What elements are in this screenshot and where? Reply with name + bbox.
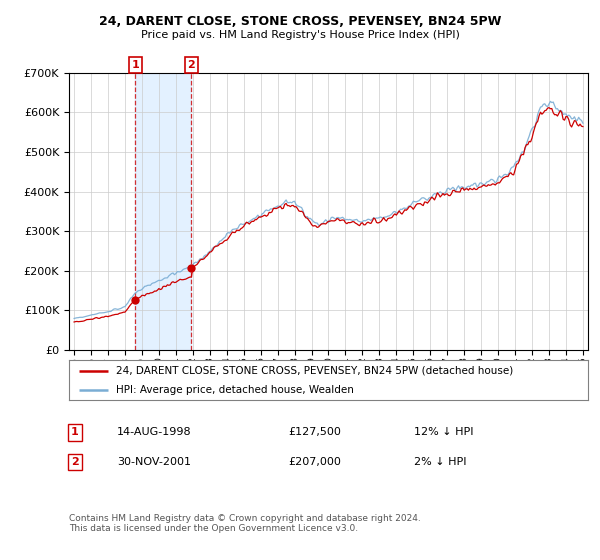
Text: HPI: Average price, detached house, Wealden: HPI: Average price, detached house, Weal… <box>116 385 353 394</box>
Text: 2: 2 <box>188 60 196 70</box>
Text: £207,000: £207,000 <box>288 457 341 467</box>
Text: 24, DARENT CLOSE, STONE CROSS, PEVENSEY, BN24 5PW: 24, DARENT CLOSE, STONE CROSS, PEVENSEY,… <box>99 15 501 28</box>
Text: 2: 2 <box>71 457 79 467</box>
Text: 14-AUG-1998: 14-AUG-1998 <box>117 427 191 437</box>
Text: Price paid vs. HM Land Registry's House Price Index (HPI): Price paid vs. HM Land Registry's House … <box>140 30 460 40</box>
Text: 1: 1 <box>71 427 79 437</box>
Text: 12% ↓ HPI: 12% ↓ HPI <box>414 427 473 437</box>
Text: Contains HM Land Registry data © Crown copyright and database right 2024.
This d: Contains HM Land Registry data © Crown c… <box>69 514 421 534</box>
Bar <box>136 73 191 350</box>
Text: 2% ↓ HPI: 2% ↓ HPI <box>414 457 467 467</box>
Text: 1: 1 <box>131 60 139 70</box>
Text: 24, DARENT CLOSE, STONE CROSS, PEVENSEY, BN24 5PW (detached house): 24, DARENT CLOSE, STONE CROSS, PEVENSEY,… <box>116 366 513 376</box>
Text: £127,500: £127,500 <box>288 427 341 437</box>
Text: 30-NOV-2001: 30-NOV-2001 <box>117 457 191 467</box>
